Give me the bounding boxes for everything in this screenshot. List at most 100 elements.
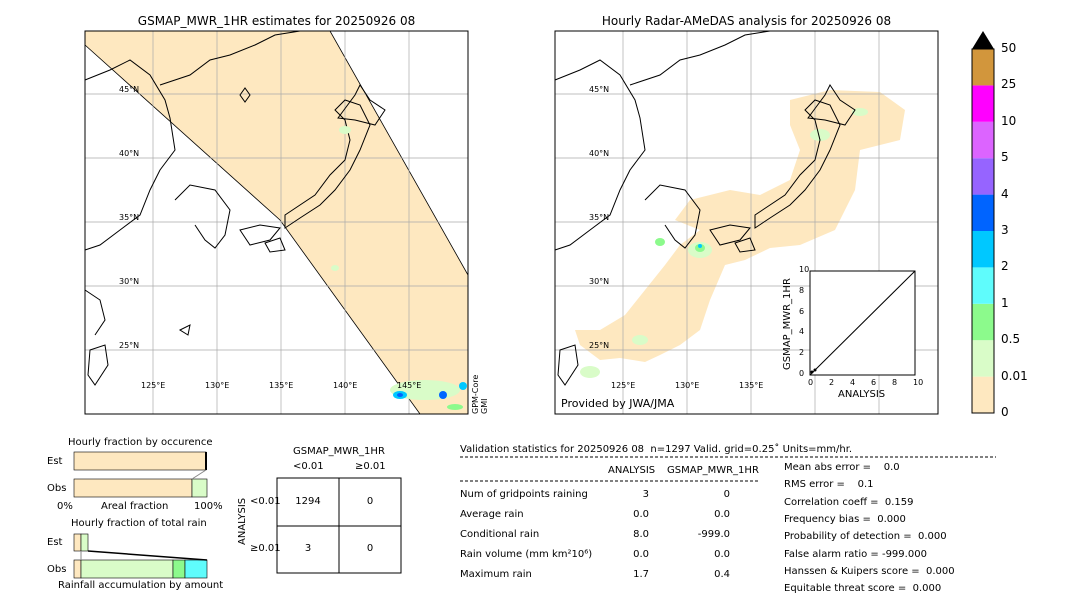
right-map-title: Hourly Radar-AMeDAS analysis for 2025092… bbox=[601, 14, 892, 28]
colorbar-segment bbox=[972, 85, 994, 122]
inset-ytick: 0 bbox=[799, 369, 805, 378]
inset-diagonal bbox=[809, 270, 916, 376]
colorbar-segment bbox=[972, 340, 994, 377]
lat-label: 30°N bbox=[119, 277, 140, 286]
cell-1-0: 3 bbox=[304, 543, 312, 554]
stats-header: Validation statistics for 20250926 08 n=… bbox=[460, 444, 853, 455]
inset-ytick: 10 bbox=[799, 265, 810, 274]
right-rain-patches bbox=[580, 108, 868, 378]
left-map-title: GSMAP_MWR_1HR estimates for 20250926 08 bbox=[137, 14, 416, 28]
lat-label: 35°N bbox=[119, 213, 140, 222]
occ-row-est: Est bbox=[47, 456, 63, 467]
left-rain-patches bbox=[331, 126, 467, 410]
score-line: Probability of detection = 0.000 bbox=[784, 531, 947, 543]
total-rain-chart bbox=[73, 533, 208, 579]
colorbar-label: 0.01 bbox=[1001, 368, 1028, 383]
inset-ytick: 6 bbox=[799, 306, 805, 316]
lon-label: 135°E bbox=[739, 381, 764, 390]
score-line: False alarm ratio = -999.000 bbox=[784, 548, 927, 560]
score-line: Correlation coeff = 0.159 bbox=[784, 496, 914, 508]
stat-analysis-value: 8.0 bbox=[633, 529, 649, 540]
left-map bbox=[84, 30, 469, 415]
stat-label: Rain volume (mm km²10⁶) bbox=[460, 549, 593, 560]
lon-label: 145°E bbox=[397, 381, 422, 390]
inset-point bbox=[810, 370, 814, 374]
cell-1-1: 0 bbox=[366, 543, 374, 554]
stat-gsmap-value: 0.0 bbox=[714, 549, 730, 560]
colorbar-label: 0.5 bbox=[1001, 332, 1021, 347]
colorbar-label: 2 bbox=[1001, 259, 1009, 274]
inset-xtick: 2 bbox=[829, 378, 835, 387]
contingency-row-1: ≥0.01 bbox=[250, 543, 281, 554]
inset-xlabel: ANALYSIS bbox=[838, 389, 886, 400]
colorbar bbox=[971, 31, 995, 414]
lat-label: 40°N bbox=[589, 149, 610, 158]
contingency-row-label: ANALYSIS bbox=[237, 497, 248, 545]
contingency-title: GSMAP_MWR_1HR bbox=[293, 446, 385, 457]
inset-xtick: 0 bbox=[808, 378, 814, 387]
stats-col-analysis: ANALYSIS bbox=[608, 465, 656, 476]
lon-label: 125°E bbox=[141, 381, 166, 390]
colorbar-segment bbox=[972, 49, 994, 86]
colorbar-segment bbox=[972, 158, 994, 195]
occurrence-chart bbox=[73, 451, 208, 498]
contingency-row-0: <0.01 bbox=[250, 496, 281, 507]
lon-label: 135°E bbox=[269, 381, 294, 390]
inset-ytick: 2 bbox=[799, 348, 805, 358]
total-rain-title: Hourly fraction of total rain bbox=[71, 518, 207, 529]
stat-label: Average rain bbox=[460, 509, 524, 520]
occ-row-obs: Obs bbox=[47, 483, 67, 494]
occ-x-mid: Areal fraction bbox=[101, 501, 169, 512]
stat-label: Maximum rain bbox=[460, 569, 532, 580]
contingency-grid bbox=[276, 477, 402, 574]
stat-analysis-value: 1.7 bbox=[633, 569, 649, 580]
inset-xtick: 4 bbox=[850, 378, 856, 387]
contingency-col-1: ≥0.01 bbox=[355, 461, 386, 472]
lat-label: 45°N bbox=[119, 85, 140, 94]
score-line: Frequency bias = 0.000 bbox=[784, 513, 906, 525]
lat-label: 35°N bbox=[589, 213, 610, 222]
right-coastline bbox=[554, 30, 856, 386]
score-line: Mean abs error = 0.0 bbox=[784, 462, 900, 473]
colorbar-label: 50 bbox=[1001, 41, 1017, 55]
stat-gsmap-value: -999.0 bbox=[697, 529, 730, 540]
score-line: Equitable threat score = 0.000 bbox=[784, 583, 942, 595]
colorbar-label: 1 bbox=[1001, 295, 1009, 310]
stat-analysis-value: 3 bbox=[642, 489, 649, 500]
stat-analysis-value: 0.0 bbox=[633, 549, 649, 560]
colorbar-label: 3 bbox=[1001, 223, 1009, 237]
rain-xlabel: Rainfall accumulation by amount bbox=[58, 580, 224, 591]
score-line: Hanssen & Kuipers score = 0.000 bbox=[784, 565, 955, 577]
stat-gsmap-value: 0.0 bbox=[714, 509, 730, 520]
cell-0-0: 1294 bbox=[295, 496, 321, 507]
inset-ytick: 8 bbox=[799, 285, 805, 295]
colorbar-label: 25 bbox=[1001, 77, 1017, 92]
occ-x-left: 0% bbox=[57, 501, 73, 512]
inset-xtick: 6 bbox=[871, 378, 877, 387]
stat-label: Num of gridpoints raining bbox=[460, 489, 588, 500]
colorbar-segment bbox=[972, 267, 994, 304]
occurrence-title: Hourly fraction by occurence bbox=[68, 437, 213, 448]
sensor-label-1: GPM-Core bbox=[471, 374, 480, 414]
colorbar-segment bbox=[972, 194, 994, 231]
lon-label: 130°E bbox=[205, 381, 230, 390]
stat-label: Conditional rain bbox=[460, 529, 540, 540]
credit-text: Provided by JWA/JMA bbox=[561, 397, 675, 410]
right-map bbox=[554, 30, 939, 415]
lat-label: 40°N bbox=[119, 149, 140, 158]
inset-ytick: 4 bbox=[799, 327, 805, 337]
sensor-label: GPM-Core GMI bbox=[471, 375, 489, 414]
colorbar-label: 10 bbox=[1001, 113, 1017, 128]
left-coastline bbox=[84, 30, 386, 386]
lon-label: 140°E bbox=[333, 381, 358, 390]
colorbar-segment bbox=[972, 121, 994, 159]
colorbar-label: 4 bbox=[1001, 186, 1009, 201]
lon-label: 130°E bbox=[675, 381, 700, 390]
colorbar-segment bbox=[972, 303, 994, 341]
colorbar-segment bbox=[972, 231, 994, 268]
cell-0-1: 0 bbox=[366, 496, 374, 507]
colorbar-extend-arrow bbox=[972, 31, 994, 49]
score-line: RMS error = 0.1 bbox=[784, 479, 874, 491]
inset-point bbox=[813, 368, 817, 372]
